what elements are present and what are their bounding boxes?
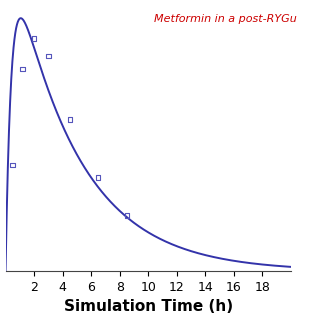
Text: Metformin in a post-RYGu: Metformin in a post-RYGu [154,13,297,24]
Point [20,66,25,71]
Point [124,213,129,218]
Point [67,117,72,122]
X-axis label: Simulation Time (h): Simulation Time (h) [64,300,233,315]
Point [96,175,101,180]
Point [10,162,15,167]
Point [31,36,36,41]
Point [46,53,51,59]
